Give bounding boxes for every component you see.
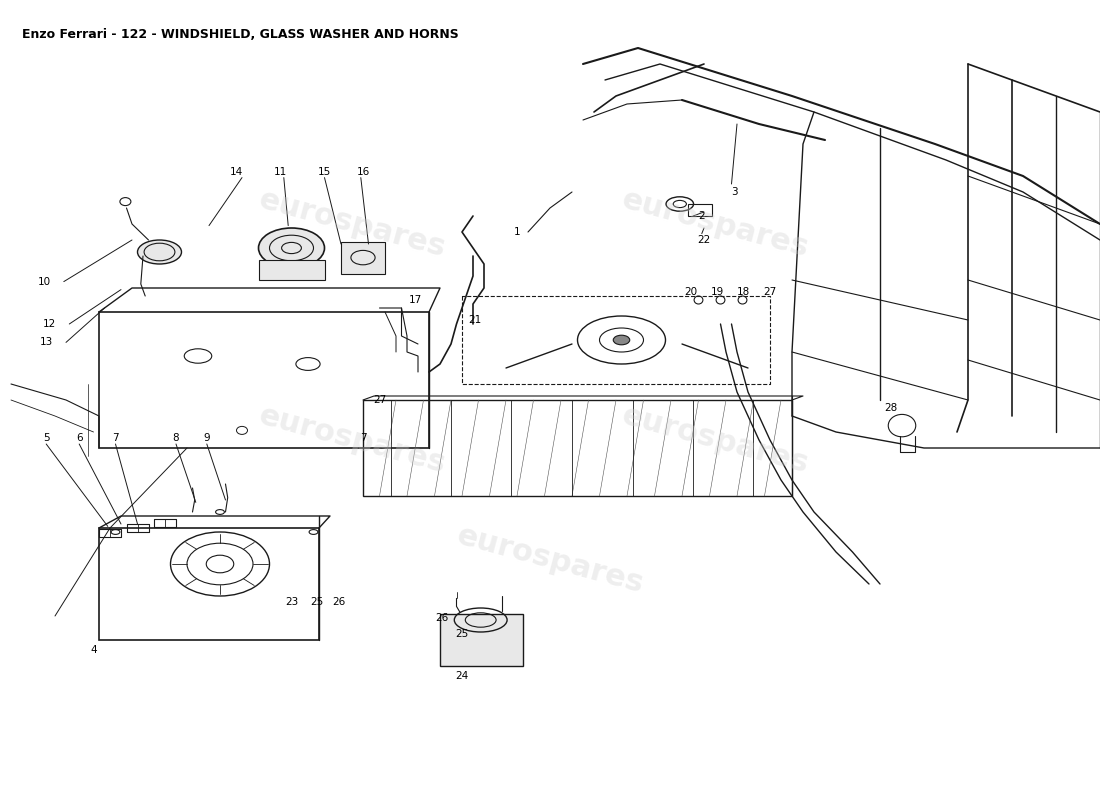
Text: 13: 13	[40, 338, 53, 347]
Text: 24: 24	[455, 671, 469, 681]
Text: 19: 19	[711, 287, 724, 297]
Text: 9: 9	[204, 434, 210, 443]
Text: 27: 27	[763, 287, 777, 297]
Text: 22: 22	[697, 235, 711, 245]
Bar	[341, 242, 385, 274]
Text: 1: 1	[514, 227, 520, 237]
Text: 17: 17	[409, 295, 422, 305]
Text: 3: 3	[732, 187, 738, 197]
Text: 15: 15	[318, 167, 331, 177]
Text: Enzo Ferrari - 122 - WINDSHIELD, GLASS WASHER AND HORNS: Enzo Ferrari - 122 - WINDSHIELD, GLASS W…	[22, 28, 459, 41]
Text: 10: 10	[37, 277, 51, 286]
Text: 20: 20	[684, 287, 697, 297]
Text: eurospares: eurospares	[618, 401, 812, 479]
Ellipse shape	[258, 228, 324, 268]
Text: 25: 25	[310, 597, 323, 606]
Text: 27: 27	[373, 395, 386, 405]
Bar	[363, 400, 792, 496]
Text: 5: 5	[43, 434, 50, 443]
Text: eurospares: eurospares	[453, 521, 647, 599]
Text: 6: 6	[76, 434, 82, 443]
Bar	[99, 312, 429, 448]
Text: 7: 7	[360, 434, 366, 443]
Text: 14: 14	[230, 167, 243, 177]
Bar	[258, 260, 324, 280]
Text: 2: 2	[698, 211, 705, 221]
Text: eurospares: eurospares	[255, 185, 449, 263]
Text: 26: 26	[436, 613, 449, 622]
Bar	[688, 204, 712, 216]
Text: eurospares: eurospares	[618, 185, 812, 263]
Text: 28: 28	[884, 403, 898, 413]
Bar	[99, 528, 319, 640]
Text: 7: 7	[112, 434, 119, 443]
Text: 11: 11	[274, 167, 287, 177]
Text: 8: 8	[173, 434, 179, 443]
Text: 12: 12	[43, 319, 56, 329]
Text: 18: 18	[737, 287, 750, 297]
Bar	[440, 614, 522, 666]
Text: 26: 26	[332, 597, 345, 606]
Text: 21: 21	[469, 315, 482, 325]
Text: 16: 16	[356, 167, 370, 177]
Text: 4: 4	[90, 645, 97, 654]
Text: eurospares: eurospares	[255, 401, 449, 479]
Ellipse shape	[613, 335, 629, 345]
Ellipse shape	[138, 240, 182, 264]
Text: 23: 23	[285, 597, 298, 606]
Text: 25: 25	[455, 629, 469, 638]
